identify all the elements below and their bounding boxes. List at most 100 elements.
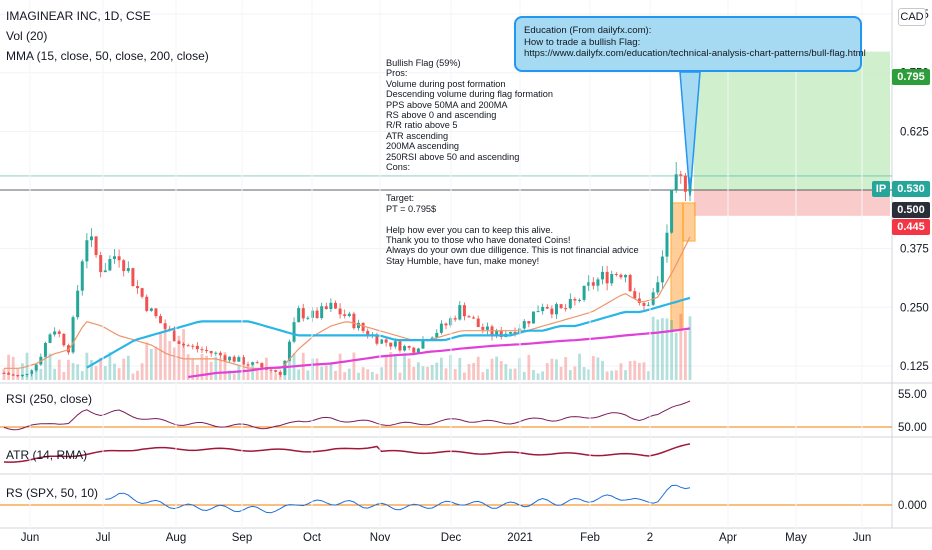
volume-bar (131, 373, 135, 380)
volume-bar (126, 355, 130, 380)
candle-body (476, 318, 480, 328)
volume-bar (481, 372, 485, 380)
volume-bar (136, 370, 139, 380)
candle-body (186, 345, 190, 347)
x-tick-label: Jul (96, 532, 111, 544)
volume-bar (509, 368, 512, 380)
volume-bar (430, 364, 434, 380)
volume-bar (660, 318, 664, 380)
candle-body (398, 341, 402, 351)
volume-bar (651, 316, 655, 380)
candle-body (660, 256, 664, 283)
candle-body (559, 304, 563, 309)
target-zone (694, 51, 890, 191)
volume-bar (246, 365, 250, 380)
candle-body (30, 370, 34, 374)
ip-badge: IP (872, 181, 890, 197)
volume-bar (545, 363, 549, 380)
candle-body (338, 308, 342, 315)
volume-bar (490, 358, 494, 380)
candle-body (140, 288, 144, 297)
candle-body (2, 372, 6, 374)
candle-body (624, 274, 628, 278)
candle-body (149, 308, 153, 311)
volume-bar (642, 362, 646, 380)
candle-body (76, 290, 80, 318)
volume-bar (159, 332, 162, 380)
volume-bar (536, 373, 540, 380)
volume-bar (463, 372, 466, 380)
volume-bar (329, 362, 333, 380)
candle-body (34, 364, 38, 371)
candle-body (670, 189, 674, 233)
candle-body (57, 331, 61, 334)
candle-body (94, 236, 98, 256)
candle-body (481, 327, 485, 330)
candle-body (191, 345, 195, 347)
candle-body (159, 316, 163, 324)
y-tick-label: 0.625 (900, 126, 929, 138)
volume-bar (453, 369, 457, 380)
candle-body (292, 322, 296, 342)
volume-bar (168, 341, 172, 380)
candle-body (439, 323, 443, 333)
candle-body (287, 341, 291, 361)
candle-body (444, 323, 448, 326)
volume-bar (228, 370, 231, 380)
education-callout: Education (From dailyfx.com): How to tra… (514, 16, 866, 72)
volume-bar (426, 366, 429, 380)
rs-pane-label: RS (SPX, 50, 10) (6, 486, 99, 500)
volume-bar (559, 366, 563, 380)
volume-bar (108, 352, 112, 380)
candle-body (637, 298, 641, 303)
volume-bar (486, 368, 489, 380)
volume-bar (619, 363, 623, 380)
x-tick-label: 2021 (507, 532, 533, 544)
candle-body (53, 331, 57, 335)
candle-body (508, 332, 512, 334)
candle-body (218, 352, 222, 356)
volume-bar (306, 370, 310, 380)
volume-bar (21, 363, 24, 380)
volume-bar (357, 372, 360, 380)
candle-body (320, 306, 324, 319)
stop-price-tag: 0.445 (892, 219, 930, 235)
candle-body (352, 313, 356, 329)
volume-bar (610, 370, 614, 380)
rs-tick-label: 0.000 (898, 500, 927, 512)
candle-body (384, 339, 388, 343)
volume-bar (324, 365, 328, 380)
volume-bar (564, 357, 568, 380)
candle-body (531, 311, 535, 324)
candle-body (205, 350, 209, 352)
volume-bar (117, 368, 121, 380)
candle-body (642, 302, 646, 306)
candle-body (591, 282, 595, 286)
volume-bar (67, 359, 70, 380)
candle-body (154, 308, 158, 317)
ma15-line (4, 236, 691, 369)
volume-bar (200, 353, 204, 380)
ma200-line (188, 327, 691, 379)
volume-bar (398, 372, 402, 380)
volume-bar (504, 364, 508, 380)
candle-body (380, 339, 384, 344)
volume-bar (467, 364, 471, 380)
volume-bar (113, 363, 116, 380)
volume-bar (624, 370, 627, 380)
candle-body (7, 373, 11, 375)
candle-body (301, 308, 305, 319)
callout-link[interactable]: https://www.dailyfx.com/education/techni… (524, 48, 866, 59)
volume-bar (637, 362, 641, 380)
candle-body (587, 282, 591, 286)
candle-body (103, 270, 107, 273)
candle-body (674, 174, 678, 190)
candle-body (665, 232, 669, 257)
callout-line-2: How to trade a bullish Flag: (524, 36, 641, 48)
candle-body (306, 317, 310, 319)
currency-button[interactable]: CAD (898, 8, 926, 26)
candle-body (610, 274, 614, 284)
volume-bar (587, 369, 591, 380)
candle-body (315, 310, 319, 319)
